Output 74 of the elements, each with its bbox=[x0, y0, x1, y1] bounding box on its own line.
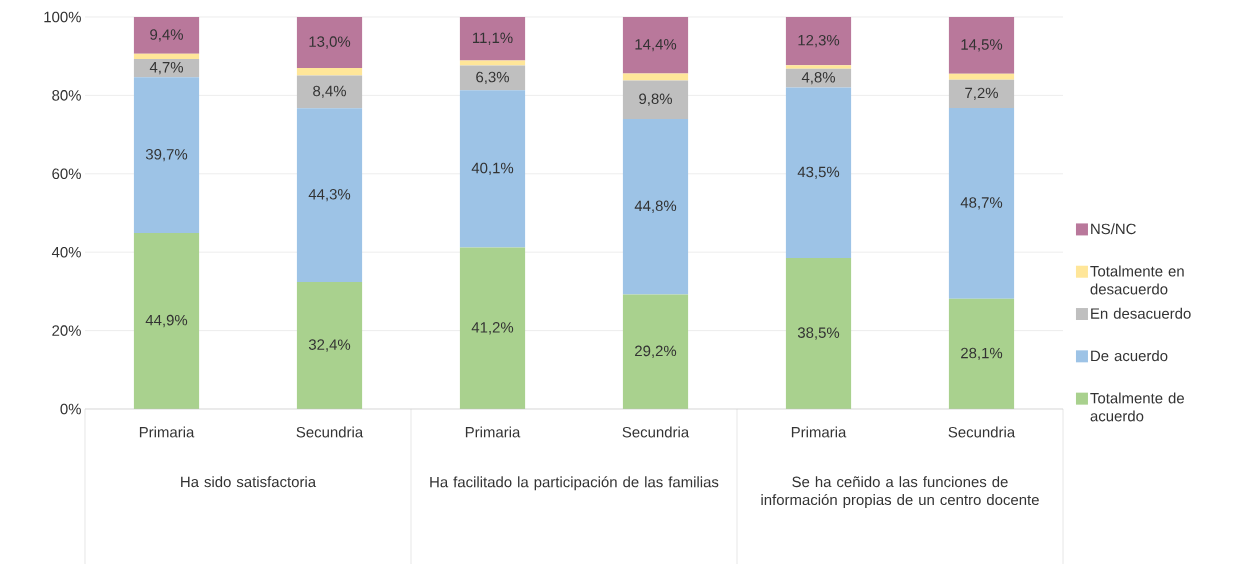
legend-label: En desacuerdo bbox=[1091, 307, 1191, 319]
data-label: 38,5% bbox=[797, 327, 840, 340]
bar bbox=[133, 16, 200, 54]
data-label: 44,8% bbox=[634, 200, 677, 213]
data-label: 9,8% bbox=[639, 93, 672, 106]
data-label: 11,1% bbox=[473, 32, 513, 45]
data-label: 39,7% bbox=[145, 148, 188, 162]
bar bbox=[622, 118, 689, 295]
data-label: 14,5% bbox=[961, 39, 1003, 52]
bar bbox=[622, 80, 689, 119]
bar bbox=[948, 298, 1015, 409]
x-tick-label: Primaria bbox=[465, 426, 521, 438]
bar bbox=[948, 79, 1015, 108]
text: Se ha ceñido a las funciones de información propias de un centro docente bbox=[761, 476, 1039, 508]
bar bbox=[459, 60, 526, 66]
bar bbox=[459, 90, 526, 248]
data-label: 43,5% bbox=[797, 166, 840, 179]
legend-label: NS/NC bbox=[1091, 223, 1136, 235]
data-label: 40,1% bbox=[471, 162, 514, 175]
x-tick-label: Primaria bbox=[791, 426, 847, 438]
bar bbox=[459, 247, 526, 409]
bar bbox=[296, 281, 363, 409]
bar bbox=[948, 107, 1015, 299]
bar bbox=[622, 73, 689, 81]
y-tick-label: 40% bbox=[51, 246, 81, 258]
data-label: 13,0% bbox=[309, 36, 351, 49]
bar bbox=[785, 65, 852, 69]
data-label: 12,3% bbox=[798, 34, 840, 48]
bar bbox=[785, 257, 852, 409]
data-label: 9,4% bbox=[150, 29, 183, 42]
bar bbox=[296, 67, 363, 76]
bar bbox=[459, 16, 526, 61]
data-label: 44,9% bbox=[145, 314, 188, 328]
data-label: 4,8% bbox=[801, 71, 835, 85]
x-tick-label: Primaria bbox=[139, 426, 195, 438]
text: Ha facilitado la participación de las familias bbox=[430, 476, 719, 491]
data-label: 28,1% bbox=[961, 347, 1003, 360]
bar bbox=[785, 87, 852, 258]
text: Ha sido satisfactoria bbox=[181, 476, 317, 488]
y-tick-label: 0% bbox=[60, 403, 81, 415]
data-label: 48,7% bbox=[960, 197, 1003, 210]
legend-label: Totalmente de acuerdo bbox=[1090, 392, 1184, 422]
bar bbox=[785, 68, 852, 88]
data-label: 8,4% bbox=[313, 85, 346, 98]
bar bbox=[622, 294, 689, 409]
bar bbox=[296, 16, 363, 68]
data-label: 6,3% bbox=[476, 71, 509, 85]
bar bbox=[296, 75, 363, 109]
data-label: 14,4% bbox=[635, 38, 677, 52]
x-tick-label: Secundria bbox=[296, 426, 364, 438]
y-tick-label: 100% bbox=[44, 11, 81, 23]
bar bbox=[948, 73, 1015, 80]
bar bbox=[133, 53, 200, 59]
x-tick-label: Secundria bbox=[622, 426, 690, 438]
bar bbox=[133, 232, 200, 409]
data-label: 32,4% bbox=[308, 339, 351, 352]
y-tick-label: 20% bbox=[52, 325, 81, 336]
data-label: 4,7% bbox=[149, 61, 183, 75]
data-label: 29,2% bbox=[635, 345, 677, 358]
y-tick-label: 60% bbox=[52, 168, 81, 179]
data-label: 7,2% bbox=[965, 87, 998, 100]
bar bbox=[133, 58, 200, 78]
y-tick-label: 80% bbox=[52, 90, 81, 101]
data-label: 41,2% bbox=[471, 321, 514, 335]
bar bbox=[133, 77, 200, 233]
bar bbox=[622, 16, 689, 74]
bar bbox=[948, 16, 1015, 74]
legend-label: Totalmente en desacuerdo bbox=[1090, 265, 1184, 295]
bar bbox=[296, 108, 363, 282]
bar bbox=[785, 16, 852, 66]
x-tick-label: Secundria bbox=[948, 426, 1016, 438]
legend-label: De acuerdo bbox=[1091, 350, 1168, 362]
bar bbox=[459, 65, 526, 91]
data-label: 44,3% bbox=[308, 188, 351, 202]
